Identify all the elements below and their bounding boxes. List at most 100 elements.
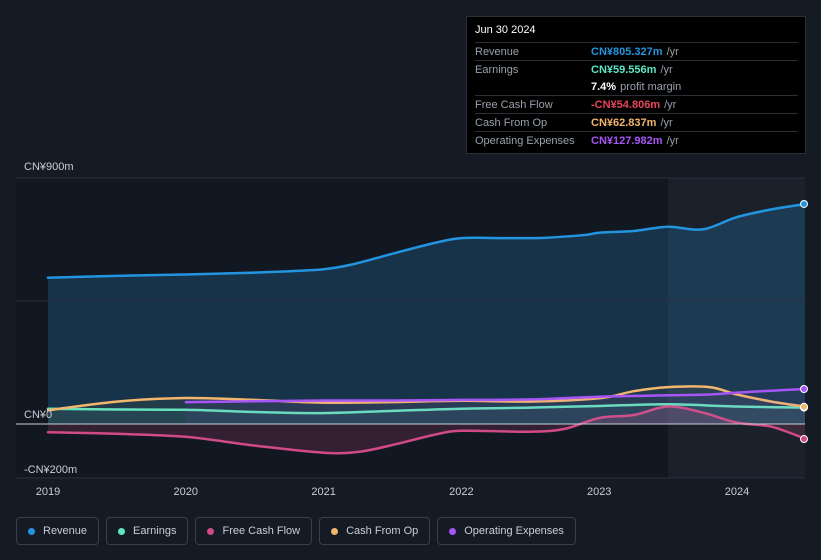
- legend-dot-icon: [207, 527, 215, 535]
- legend-dot-icon: [331, 527, 339, 535]
- series-area-free-cash-flow: [48, 406, 805, 454]
- data-point: [391, 252, 395, 256]
- data-point: [769, 207, 773, 211]
- tooltip-unit: /yr: [660, 63, 673, 76]
- data-point: [735, 215, 739, 219]
- tooltip-label: Revenue: [475, 45, 520, 58]
- data-point: [528, 397, 532, 401]
- data-point: [769, 425, 773, 429]
- legend-label: Cash From Op: [346, 525, 419, 537]
- data-point: [528, 430, 532, 434]
- data-point: [115, 274, 119, 278]
- legend-dot-icon: [28, 527, 35, 535]
- series-area-revenue: [48, 204, 805, 424]
- legend-item-revenue[interactable]: Revenue: [16, 517, 100, 545]
- tooltip-panel: Jun 30 2024 Revenue CN¥805.327m/yr Earning…: [466, 16, 806, 154]
- data-point: [322, 398, 326, 402]
- end-marker-cash-from-op: [800, 402, 808, 411]
- data-point: [46, 276, 50, 280]
- x-tick-label: 2024: [725, 486, 749, 498]
- tooltip-unit: /yr: [660, 116, 673, 129]
- data-point: [666, 385, 670, 389]
- data-point: [115, 400, 119, 404]
- tooltip-label: Free Cash Flow: [475, 98, 553, 111]
- series-line-free-cash-flow: [46, 405, 805, 455]
- legend-item-free-cash-flow[interactable]: Free Cash Flow: [195, 517, 313, 545]
- tooltip-unit: profit margin: [620, 80, 682, 93]
- tooltip-label: Cash From Op: [475, 116, 548, 129]
- data-point: [46, 430, 50, 434]
- x-tick-label: 2021: [311, 486, 335, 498]
- data-point: [666, 393, 670, 397]
- data-point: [459, 398, 463, 402]
- tooltip-value: CN¥62.837m: [591, 116, 657, 129]
- legend-item-operating-expenses[interactable]: Operating Expenses: [437, 517, 576, 545]
- data-point: [597, 231, 601, 235]
- legend-dot-icon: [118, 527, 126, 535]
- tooltip-row: Cash From Op CN¥62.837m/yr: [475, 113, 798, 131]
- x-tick-label: 2020: [174, 486, 198, 498]
- data-point: [184, 272, 188, 276]
- tooltip-unit: /yr: [666, 134, 679, 147]
- series-line-revenue: [46, 202, 805, 280]
- series-line-earnings: [46, 403, 805, 415]
- data-point: [184, 400, 188, 404]
- end-marker-free-cash-flow: [800, 435, 808, 444]
- data-point: [735, 391, 739, 395]
- data-point: [349, 263, 353, 267]
- data-point: [432, 433, 436, 437]
- tooltip-row: Revenue CN¥805.327m/yr: [475, 42, 798, 60]
- tooltip-row: 7.4% profit margin: [475, 78, 798, 95]
- legend-label: Revenue: [43, 525, 88, 537]
- y-tick-label: CN¥0: [24, 409, 52, 421]
- data-point: [294, 269, 298, 273]
- data-point: [253, 444, 257, 448]
- data-point: [707, 392, 711, 396]
- data-point: [597, 395, 601, 399]
- tooltip-value: -CN¥54.806m: [591, 98, 661, 111]
- end-marker-revenue: [800, 199, 808, 208]
- legend: Revenue Earnings Free Cash Flow Cash From O…: [16, 517, 576, 547]
- tooltip-row: Earnings CN¥59.556m/yr: [475, 60, 798, 78]
- tooltip-unit: /yr: [666, 45, 679, 58]
- data-point: [115, 432, 119, 436]
- data-point: [501, 236, 505, 240]
- end-marker-operating-expenses: [800, 385, 808, 394]
- tooltip-label: Earnings: [475, 63, 519, 76]
- data-point: [542, 236, 546, 240]
- tooltip-row: Operating Expenses CN¥127.982m/yr: [475, 131, 798, 149]
- data-point: [322, 451, 326, 455]
- data-point: [391, 398, 395, 402]
- y-tick-label: -CN¥200m: [24, 464, 77, 476]
- data-point: [184, 435, 188, 439]
- data-point: [632, 229, 636, 233]
- legend-label: Operating Expenses: [464, 525, 564, 537]
- data-point: [459, 429, 463, 433]
- y-tick-label: CN¥900m: [24, 161, 74, 173]
- x-tick-label: 2022: [449, 486, 473, 498]
- data-point: [459, 236, 463, 240]
- tooltip-unit: /yr: [664, 98, 677, 111]
- series-area-operating-expenses: [185, 389, 805, 424]
- legend-label: Free Cash Flow: [222, 525, 301, 537]
- data-point: [583, 233, 587, 237]
- data-point: [391, 443, 395, 447]
- series-line-cash-from-op: [46, 385, 805, 412]
- legend-item-earnings[interactable]: Earnings: [106, 517, 189, 545]
- data-point: [253, 271, 257, 275]
- data-point: [184, 396, 188, 400]
- legend-item-cash-from-op[interactable]: Cash From Op: [319, 517, 431, 545]
- data-point: [632, 389, 636, 393]
- series-area-earnings: [48, 404, 805, 424]
- data-point: [356, 450, 360, 454]
- data-point: [701, 227, 705, 231]
- legend-dot-icon: [449, 527, 457, 535]
- tooltip-row: Free Cash Flow -CN¥54.806m/yr: [475, 95, 798, 113]
- data-point: [432, 241, 436, 245]
- data-point: [322, 267, 326, 271]
- tooltip-date: Jun 30 2024: [475, 24, 536, 36]
- x-tick-label: 2019: [36, 486, 60, 498]
- tooltip-value: CN¥805.327m: [591, 45, 663, 58]
- tooltip-value: CN¥127.982m: [591, 134, 663, 147]
